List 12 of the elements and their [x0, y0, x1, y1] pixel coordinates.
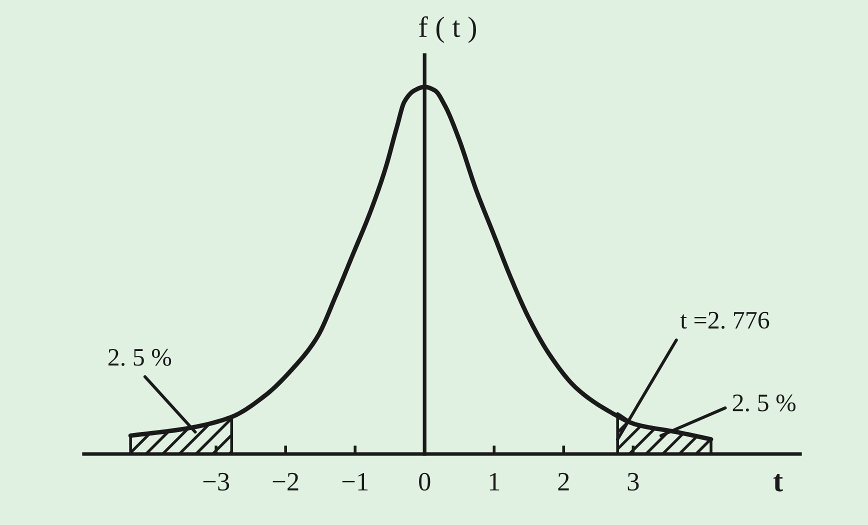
x-tick-label: −1 [342, 472, 368, 490]
x-tick-label: −2 [272, 472, 298, 490]
x-tick-label: 1 [490, 472, 500, 490]
y-axis-title: f ( t ) [419, 16, 476, 44]
x-tick-label: 2 [558, 472, 569, 490]
annotation: 2. 5 % [108, 348, 172, 366]
x-tick-label: −3 [203, 472, 230, 491]
x-tick-label: 3 [628, 472, 639, 491]
x-axis-title: t [773, 474, 783, 492]
annotation: t =2. 776 [680, 312, 770, 329]
x-tick-label: 0 [419, 472, 430, 491]
annotation: 2. 5 % [732, 394, 796, 412]
